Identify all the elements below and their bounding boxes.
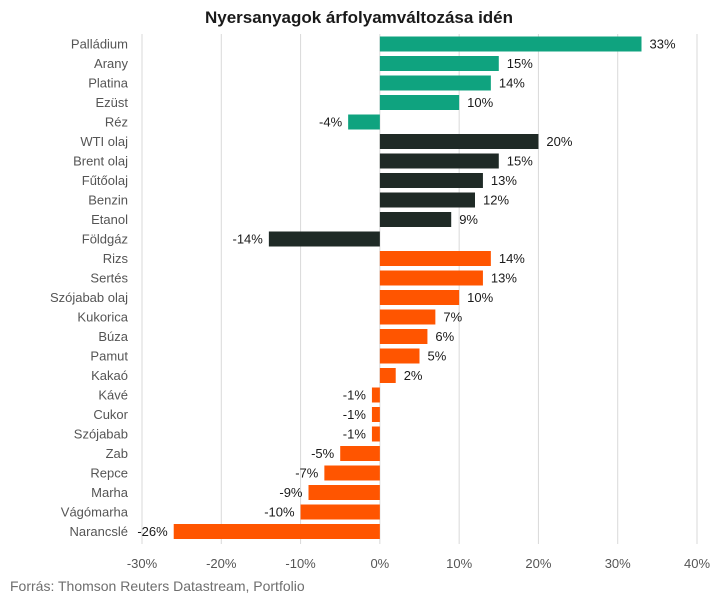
value-label: -1% (343, 388, 367, 403)
chart-title: Nyersanyagok árfolyamváltozása idén (204, 8, 514, 27)
bar (371, 387, 380, 403)
value-label: 6% (435, 329, 454, 344)
bar (379, 192, 475, 208)
value-label: 14% (499, 76, 525, 91)
category-label: Kávé (98, 388, 128, 403)
bar (379, 251, 491, 266)
x-tick-label: 10% (446, 556, 472, 571)
value-label: -1% (343, 407, 367, 422)
value-label: 13% (491, 173, 517, 188)
category-label: Zab (106, 446, 128, 461)
category-labels: Palládium Arany Platina Ezüst Réz WTI olaj Bre… (50, 37, 129, 540)
bar (348, 114, 380, 130)
category-label: Etanol (91, 212, 128, 227)
bars (173, 36, 642, 539)
category-label: Narancslé (69, 524, 128, 539)
value-label: 15% (507, 56, 533, 71)
category-label: Brent olaj (73, 154, 128, 169)
bar (371, 407, 380, 422)
value-label: -7% (295, 466, 319, 481)
category-label: Cukor (93, 407, 128, 422)
x-tick-label: -10% (285, 556, 316, 571)
bar (379, 153, 499, 169)
bar (379, 173, 483, 188)
value-label: 2% (404, 368, 423, 383)
x-tick-label: 30% (605, 556, 631, 571)
value-label: 10% (467, 290, 493, 305)
bar (379, 290, 460, 305)
category-label: Marha (91, 485, 129, 500)
category-label: Szójabab (74, 427, 128, 442)
bar (379, 329, 428, 344)
value-labels: 33% 15% 14% 10% -4% 20% 15% 13% 12% 9% -14% 14% 13% 1… (137, 37, 676, 540)
bar (379, 56, 499, 71)
x-tick-label: 0% (370, 556, 389, 571)
category-label: WTI olaj (80, 134, 128, 149)
value-label: 20% (546, 134, 572, 149)
x-tick-label: 20% (525, 556, 551, 571)
bar (268, 231, 380, 247)
bar (379, 75, 491, 91)
category-label: Vágómarha (61, 505, 129, 520)
bar (324, 465, 380, 481)
category-label: Fűtőolaj (82, 173, 128, 188)
category-label: Réz (105, 115, 128, 130)
category-label: Palládium (71, 37, 128, 52)
value-label: 5% (428, 349, 447, 364)
value-label: 15% (507, 154, 533, 169)
category-label: Rizs (103, 251, 129, 266)
bar (300, 504, 380, 520)
category-label: Kakaó (91, 368, 128, 383)
grid-lines (141, 34, 698, 544)
category-label: Sertés (90, 271, 128, 286)
value-label: 9% (459, 212, 478, 227)
category-label: Ezüst (95, 95, 128, 110)
bar (308, 485, 380, 500)
category-label: Repce (90, 466, 128, 481)
bar (379, 309, 436, 325)
bar (379, 348, 420, 364)
bar (379, 36, 642, 52)
value-label: 14% (499, 251, 525, 266)
value-label: 13% (491, 271, 517, 286)
value-label: -9% (279, 485, 303, 500)
category-label: Platina (88, 76, 129, 91)
x-axis-tick-labels: -30% -20% -10% 0% 10% 20% 30% 40% (127, 556, 711, 571)
source-note: Forrás: Thomson Reuters Datastream, Port… (10, 578, 305, 594)
value-label: 12% (483, 193, 509, 208)
category-label: Benzin (88, 193, 128, 208)
value-label: -4% (319, 115, 343, 130)
category-label: Pamut (90, 349, 128, 364)
x-tick-label: -30% (127, 556, 158, 571)
value-label: -10% (264, 505, 295, 520)
bar (371, 426, 380, 442)
value-label: 33% (650, 37, 676, 52)
value-label: 10% (467, 95, 493, 110)
value-label: -14% (232, 232, 263, 247)
category-label: Arany (94, 56, 128, 71)
bar (379, 212, 452, 227)
category-label: Búza (98, 329, 128, 344)
bar (340, 446, 380, 461)
bar (379, 95, 460, 110)
value-label: -1% (343, 427, 367, 442)
category-label: Kukorica (77, 310, 128, 325)
category-label: Szójabab olaj (50, 290, 128, 305)
value-label: -26% (137, 524, 168, 539)
category-label: Földgáz (82, 232, 128, 247)
bar (173, 524, 380, 539)
bar (379, 368, 396, 383)
value-label: 7% (443, 310, 462, 325)
x-tick-label: -20% (206, 556, 237, 571)
value-label: -5% (311, 446, 335, 461)
bar (379, 270, 483, 286)
bar (379, 134, 539, 149)
x-tick-label: 40% (684, 556, 710, 571)
